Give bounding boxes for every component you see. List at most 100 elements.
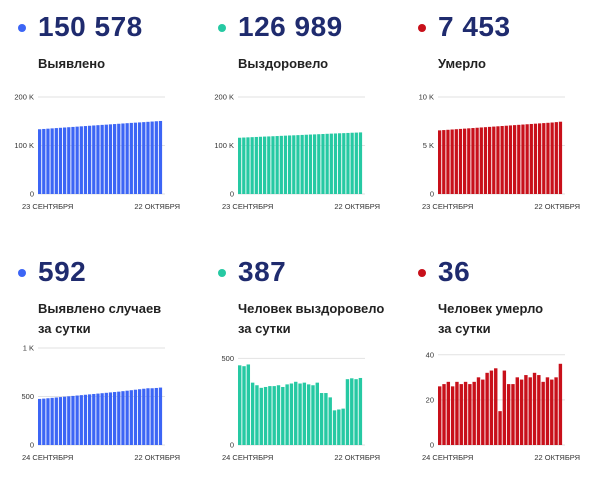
bar (38, 129, 42, 194)
bar (50, 397, 54, 445)
y-tick-label: 0 (230, 441, 234, 450)
bar (476, 377, 481, 445)
bar (455, 381, 459, 445)
bar (281, 386, 285, 445)
bar (275, 136, 279, 194)
bar (129, 122, 133, 194)
y-tick-label: 40 (426, 350, 434, 359)
bar (483, 127, 488, 194)
x-end-label: 22 ОКТЯБРЯ (134, 202, 180, 211)
total-value: 36 (438, 256, 471, 287)
bar (321, 134, 325, 194)
bar (438, 130, 442, 194)
bar (515, 377, 519, 445)
bar (329, 133, 333, 194)
bar (142, 388, 146, 445)
chart-detected-daily: 0 500 1 K 24 СЕНТЯБРЯ 22 ОКТЯБРЯ (21, 344, 180, 463)
bar (75, 395, 79, 445)
y-tick-label: 0 (30, 441, 34, 450)
bar (533, 123, 538, 194)
bar (238, 365, 242, 445)
bar (325, 133, 329, 194)
bar (42, 398, 46, 445)
bar (58, 397, 63, 445)
y-tick-label: 5 K (423, 141, 434, 150)
bar (289, 383, 294, 445)
bar (542, 123, 546, 194)
metric-label: Человек умерло за сутки (438, 301, 544, 336)
bar (341, 408, 345, 445)
bar (38, 398, 42, 445)
bar (315, 382, 319, 445)
bar (296, 135, 300, 194)
bar (550, 122, 554, 194)
bar (468, 384, 472, 445)
bar (298, 383, 302, 445)
bar (50, 128, 54, 194)
bar (324, 393, 328, 445)
x-start-label: 23 СЕНТЯБРЯ (422, 202, 473, 211)
metric-label: Выявлено случаев за сутки (38, 301, 162, 336)
bar (463, 128, 467, 194)
bar (319, 393, 324, 445)
bar (285, 384, 289, 445)
bar (313, 134, 317, 194)
bar (113, 392, 117, 445)
bar (450, 386, 455, 445)
bar (288, 135, 292, 194)
metric-label: Человек выздоровело за сутки (238, 301, 385, 336)
y-tick-label: 500 (21, 392, 34, 401)
y-tick-label: 0 (430, 441, 434, 450)
y-tick-label: 20 (426, 395, 434, 404)
metric-label: Выявлено (38, 56, 106, 71)
bar (454, 129, 458, 194)
bar (517, 124, 521, 194)
bar (158, 120, 163, 194)
bar (317, 134, 321, 194)
chart-died-daily: 0 20 40 24 СЕНТЯБРЯ 22 ОКТЯБРЯ (422, 350, 580, 462)
bar (92, 393, 96, 445)
bar (442, 130, 446, 194)
bar (63, 396, 67, 445)
bar (485, 372, 489, 445)
bar (138, 122, 142, 194)
bar (446, 381, 451, 445)
bar (254, 136, 258, 194)
y-tick-label: 0 (230, 190, 234, 199)
bar (346, 132, 350, 194)
series-dot (18, 24, 26, 32)
series-dot (418, 24, 426, 32)
bar (292, 135, 296, 194)
bar (46, 398, 50, 445)
bar (489, 370, 494, 445)
bar (71, 126, 75, 194)
series-dot (218, 24, 226, 32)
bar (246, 364, 251, 445)
bar (354, 132, 358, 194)
bar (146, 388, 150, 445)
x-start-label: 23 СЕНТЯБРЯ (222, 202, 273, 211)
bar (142, 122, 146, 194)
y-tick-label: 10 K (419, 93, 434, 102)
bar (463, 381, 468, 445)
total-value: 7 453 (438, 11, 511, 42)
bar (532, 372, 537, 445)
bar (268, 386, 272, 445)
bar (83, 394, 88, 445)
bar (146, 121, 150, 194)
bar (506, 384, 511, 445)
bar (125, 390, 129, 445)
x-end-label: 22 ОКТЯБРЯ (534, 453, 580, 462)
bar (255, 385, 259, 445)
x-end-label: 22 ОКТЯБРЯ (534, 202, 580, 211)
bar (342, 133, 346, 194)
bar (541, 381, 545, 445)
bar (521, 124, 525, 194)
bar (550, 379, 554, 445)
bar (496, 126, 500, 194)
y-tick-label: 1 K (23, 344, 34, 353)
bar (154, 387, 158, 445)
bar (446, 129, 450, 194)
bar (96, 393, 100, 445)
bar (263, 386, 268, 445)
